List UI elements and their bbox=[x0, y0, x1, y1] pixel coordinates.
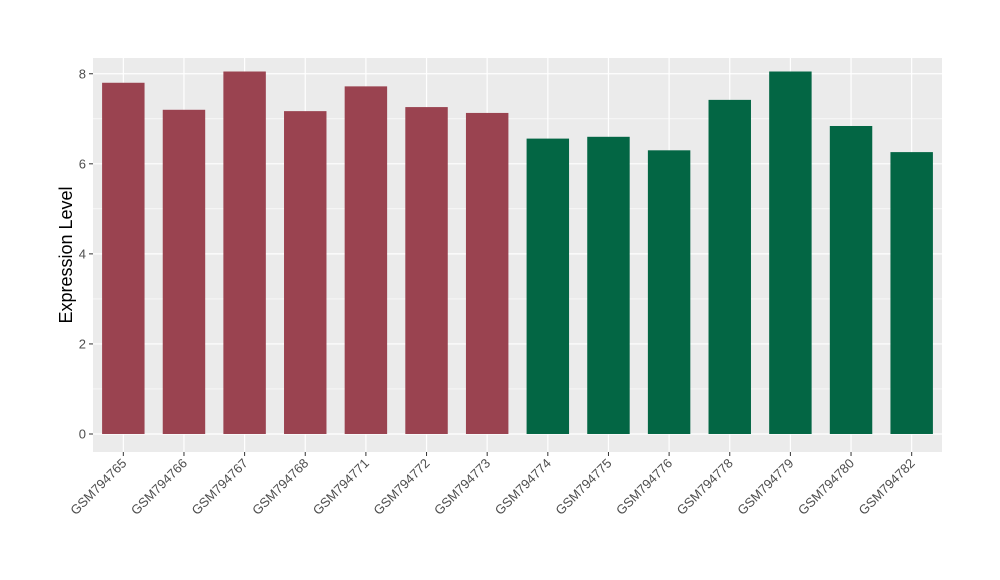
y-axis-title: Expression Level bbox=[56, 186, 76, 323]
y-tick-label: 4 bbox=[79, 246, 86, 261]
bar bbox=[829, 125, 873, 434]
bar bbox=[344, 86, 388, 434]
y-axis: 0 2 4 6 8 bbox=[79, 66, 93, 441]
x-tick-label: GSM794768 bbox=[249, 456, 311, 518]
bar bbox=[223, 71, 266, 434]
x-tick-label: GSM794774 bbox=[492, 456, 554, 518]
bar bbox=[162, 109, 206, 434]
x-tick-label: GSM794776 bbox=[613, 456, 675, 518]
x-tick-label: GSM794767 bbox=[189, 456, 251, 518]
bar bbox=[102, 82, 145, 434]
y-tick-label: 0 bbox=[79, 426, 86, 441]
x-tick-label: GSM794773 bbox=[431, 456, 493, 518]
bar bbox=[284, 111, 327, 434]
bar bbox=[890, 152, 933, 434]
x-tick-label: GSM794765 bbox=[67, 456, 129, 518]
x-tick-label: GSM794778 bbox=[674, 456, 736, 518]
bar bbox=[708, 99, 751, 434]
x-axis: GSM794765GSM794766GSM794767GSM794768GSM7… bbox=[67, 452, 918, 518]
bars bbox=[102, 71, 933, 434]
y-tick-label: 2 bbox=[79, 336, 86, 351]
bar bbox=[526, 138, 570, 434]
x-tick-label: GSM794779 bbox=[734, 456, 796, 518]
x-tick-label: GSM794772 bbox=[370, 456, 432, 518]
x-tick-label: GSM794766 bbox=[128, 456, 190, 518]
bar bbox=[769, 71, 812, 434]
x-tick-label: GSM794780 bbox=[795, 456, 857, 518]
x-tick-label: GSM794782 bbox=[856, 456, 918, 518]
bar bbox=[647, 150, 691, 434]
bar bbox=[405, 107, 448, 434]
y-tick-label: 8 bbox=[79, 66, 86, 81]
x-tick-label: GSM794771 bbox=[310, 456, 372, 518]
y-tick-label: 6 bbox=[79, 156, 86, 171]
x-tick-label: GSM794775 bbox=[552, 456, 614, 518]
bar bbox=[465, 112, 509, 434]
bar bbox=[587, 136, 630, 434]
panel-background bbox=[93, 58, 942, 452]
